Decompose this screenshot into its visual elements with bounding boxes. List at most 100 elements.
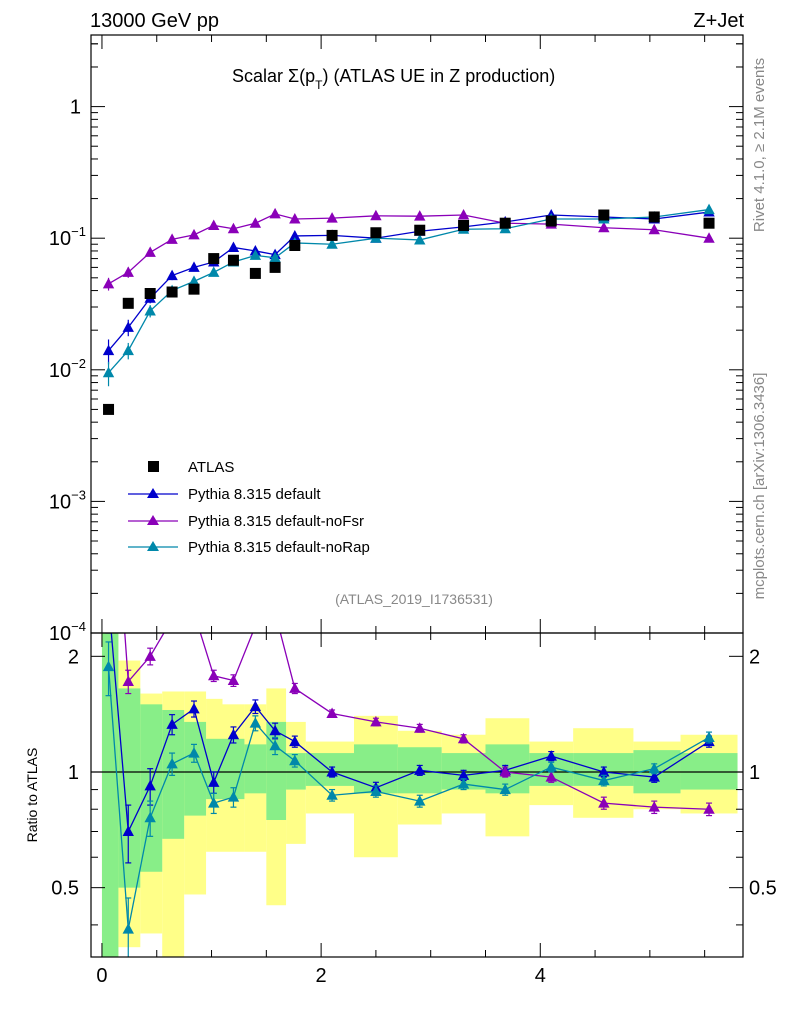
atlas-point <box>458 219 470 231</box>
ratio-point <box>414 764 426 775</box>
data-point <box>144 246 156 257</box>
ratio-point <box>326 707 338 718</box>
data-point <box>166 269 178 281</box>
atlas-point <box>103 403 115 415</box>
ratio-band-inner <box>184 721 207 816</box>
data-point <box>166 233 178 244</box>
ratio-point <box>188 747 200 758</box>
main-ytick-exp: −4 <box>71 619 86 634</box>
ratio-point <box>166 757 178 769</box>
atlas-point <box>499 217 511 229</box>
main-ytick-base: 10 <box>49 360 71 382</box>
data-point <box>370 209 382 221</box>
data-point <box>703 203 715 215</box>
legend-marker-default <box>147 488 159 498</box>
ratio-point <box>326 789 338 800</box>
atlas-point <box>249 267 261 279</box>
ratio-point <box>144 650 156 661</box>
main-series <box>102 203 715 415</box>
ratio-band-inner <box>244 744 267 794</box>
plot-title: Scalar Σ(pT) (ATLAS UE in Z production) <box>232 66 555 92</box>
legend-label-default: Pythia 8.315 default <box>188 486 321 503</box>
ratio-point <box>227 791 240 802</box>
xtick-label: 2 <box>316 965 327 987</box>
data-point <box>249 249 262 260</box>
ratio-point <box>499 765 511 777</box>
ratio-point <box>499 783 511 795</box>
ratio-series <box>102 633 715 957</box>
ratio-point <box>144 811 156 823</box>
atlas-point <box>208 253 220 265</box>
ratio-ytick-label-left: 0.5 <box>51 878 79 900</box>
ratio-point <box>166 718 178 729</box>
ratio-point <box>598 774 610 786</box>
ratio-point <box>289 682 301 693</box>
atlas-point <box>703 217 715 229</box>
ratio-point <box>208 797 220 808</box>
data-point <box>249 217 262 228</box>
ratio-point <box>208 669 220 681</box>
data-point <box>122 344 134 356</box>
ratio-point <box>648 801 660 812</box>
plot-title-sub: T <box>315 78 323 92</box>
series-atlas <box>103 209 715 415</box>
ratio-point <box>269 739 281 751</box>
main-ytick-label: 10−4 <box>49 619 86 645</box>
ratio-point <box>545 761 557 772</box>
atlas-point <box>370 227 382 239</box>
ratio-band-inner <box>118 688 141 888</box>
ratio-point <box>703 803 715 814</box>
atlas-point <box>648 211 660 223</box>
ratio-point <box>370 715 382 727</box>
ratio-ytick-label-left: 2 <box>68 646 79 668</box>
atlas-point <box>166 286 178 298</box>
ratio-point <box>370 785 382 796</box>
atlas-point <box>326 229 338 241</box>
legend-label-norap: Pythia 8.315 default-noRap <box>188 539 370 556</box>
ratio-point <box>122 675 134 686</box>
ratio-point <box>457 778 470 789</box>
main-ytick-exp: −3 <box>71 487 86 502</box>
ratio-point <box>122 825 134 837</box>
data-point <box>144 304 156 316</box>
ratio-point <box>598 765 610 777</box>
xtick-label: 4 <box>535 965 546 987</box>
ratio-band-inner <box>162 709 185 839</box>
ratio-band-inner <box>680 753 738 790</box>
legend-label-nofsr: Pythia 8.315 default-noFsr <box>188 513 364 530</box>
data-point <box>326 238 338 249</box>
ratio-ytick-label-left: 1 <box>68 762 79 784</box>
ratio-point <box>249 700 262 712</box>
series-line <box>108 213 710 285</box>
data-point <box>102 277 115 289</box>
ratio-point <box>269 724 281 736</box>
ratio-point <box>414 795 426 806</box>
main-ytick-base: 10 <box>49 491 71 513</box>
data-point <box>457 209 470 220</box>
data-point <box>703 232 715 243</box>
side-label-top: Rivet 4.1.0, ≥ 2.1M events <box>751 58 768 232</box>
ratio-series-2 <box>102 641 715 957</box>
ratio-series-1 <box>122 633 715 817</box>
data-point <box>188 261 200 272</box>
ratio-point <box>188 702 200 714</box>
main-ytick-label: 10−2 <box>49 356 86 382</box>
ratio-point <box>703 731 715 742</box>
ratio-point <box>102 660 115 672</box>
ratio-point <box>545 771 557 782</box>
data-point <box>227 241 240 252</box>
ratio-point <box>648 762 660 774</box>
atlas-point <box>598 209 610 221</box>
axis-ticks: 110−110−210−310−42 21 10.5 0.50 2 4 <box>49 35 777 987</box>
ratio-point <box>249 717 262 728</box>
ratio-point <box>227 674 240 686</box>
data-point <box>102 366 115 378</box>
ratio-point <box>326 765 338 777</box>
atlas-point <box>269 261 281 273</box>
legend-marker-norap <box>147 541 159 551</box>
ratio-point <box>227 728 240 740</box>
main-ytick-label: 10−3 <box>49 487 86 513</box>
atlas-point <box>545 215 557 227</box>
data-point <box>326 212 338 223</box>
